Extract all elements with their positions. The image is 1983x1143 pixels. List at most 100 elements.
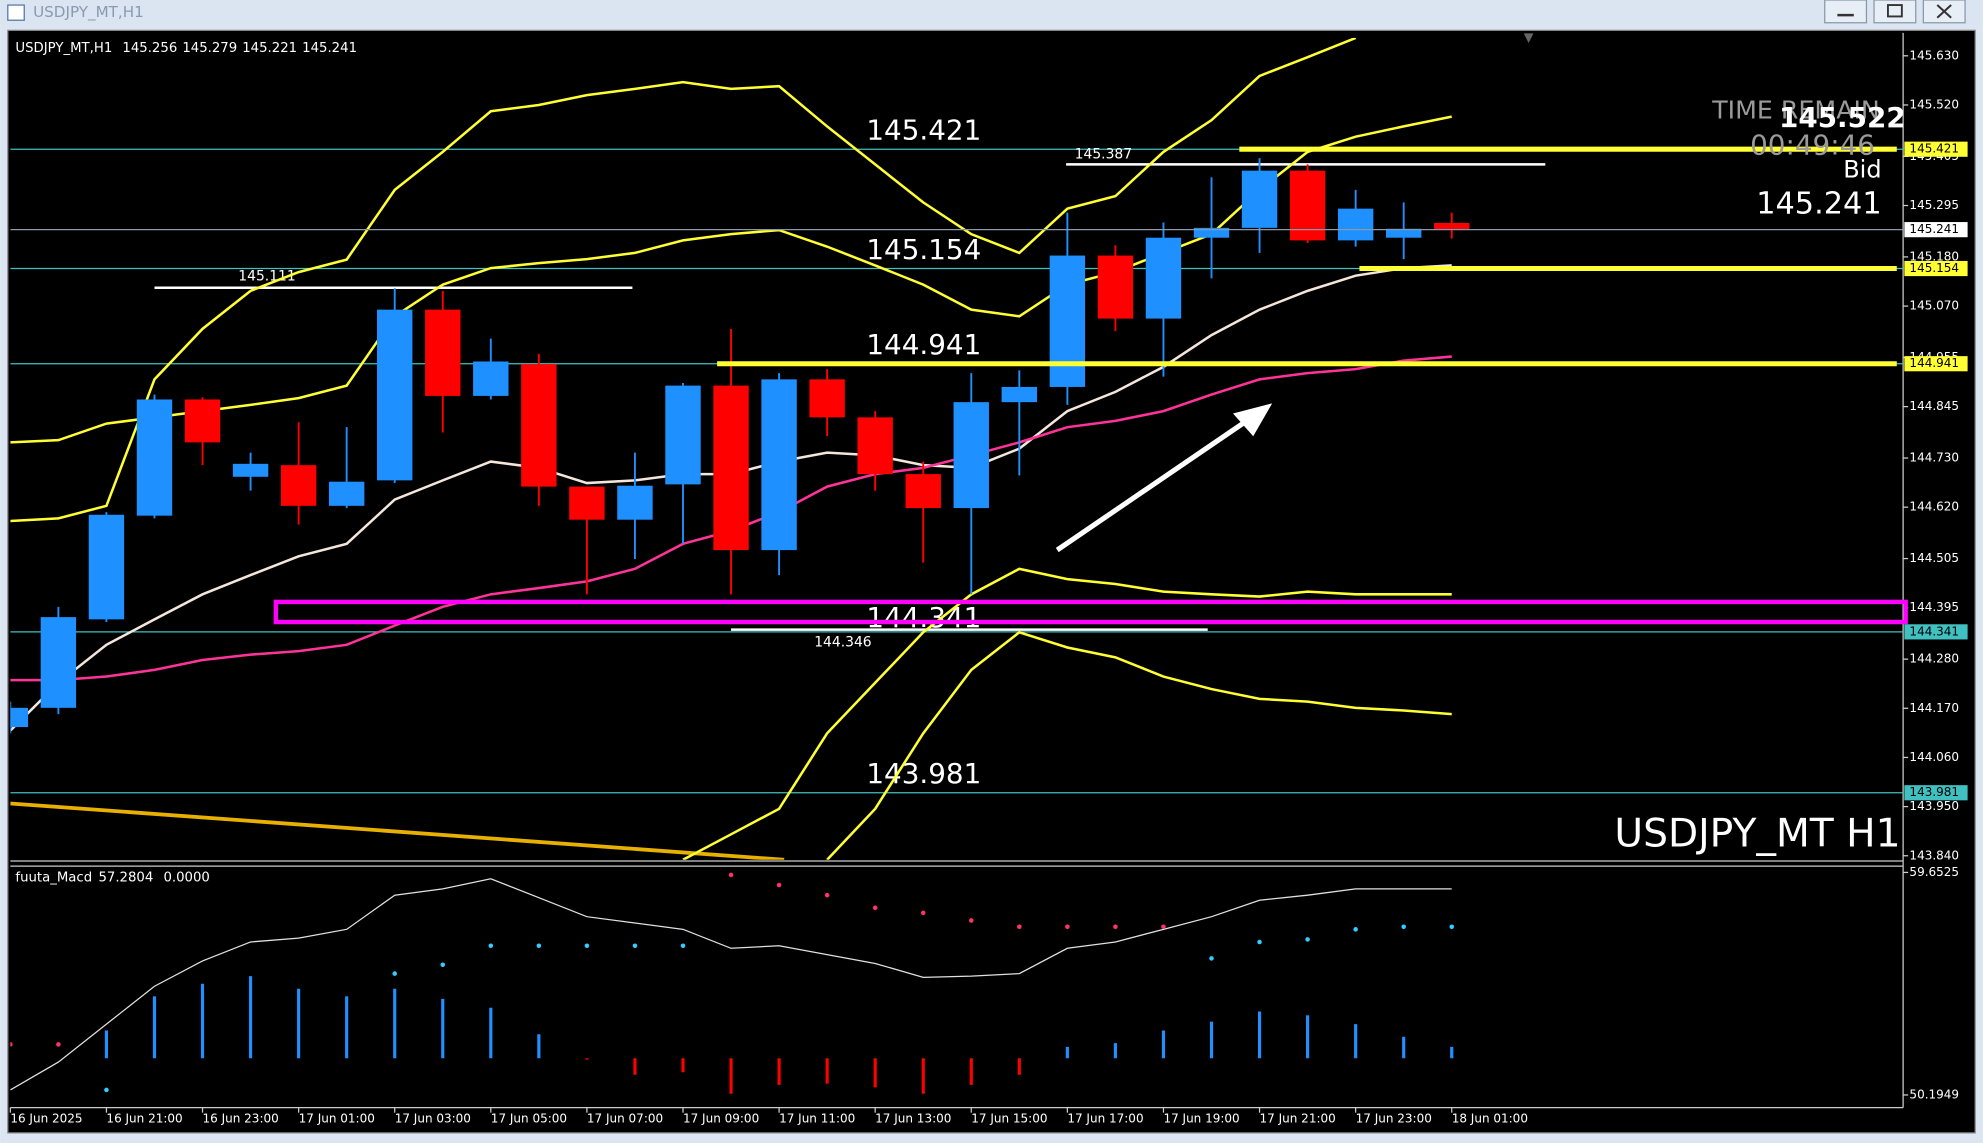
macd-dot bbox=[968, 918, 974, 923]
candle-body bbox=[40, 617, 77, 708]
candle-body bbox=[1145, 237, 1182, 319]
minimize-button[interactable] bbox=[1824, 0, 1868, 24]
candle-body bbox=[521, 364, 557, 487]
macd-dot bbox=[872, 905, 878, 911]
candle-body bbox=[1434, 222, 1470, 230]
window-icon bbox=[7, 4, 25, 21]
x-tick-label: 17 Jun 19:00 bbox=[1163, 1111, 1239, 1125]
candle-body bbox=[617, 485, 653, 520]
candle-body bbox=[905, 474, 941, 509]
x-tick-label: 16 Jun 23:00 bbox=[203, 1111, 279, 1125]
candle-body bbox=[1097, 255, 1134, 319]
time-remain: 00:49:46 bbox=[1750, 129, 1875, 162]
macd-dot bbox=[536, 943, 542, 949]
candle-body bbox=[761, 379, 797, 551]
x-tick-label: 17 Jun 15:00 bbox=[971, 1111, 1047, 1125]
candle-body bbox=[665, 385, 701, 485]
candle-body bbox=[1289, 170, 1326, 241]
macd-dot bbox=[1305, 937, 1310, 942]
macd-dot bbox=[1161, 924, 1166, 930]
price-box bbox=[1904, 356, 1968, 372]
trend-arrow bbox=[1055, 403, 1273, 553]
candle-body bbox=[425, 309, 461, 396]
y-tick-label: 145.630 bbox=[1909, 48, 1959, 62]
macd-dot bbox=[1257, 939, 1262, 945]
y-tick-label: 144.620 bbox=[1909, 500, 1959, 514]
price-box-label: 145.241 bbox=[1909, 222, 1959, 236]
macd-dot bbox=[440, 962, 446, 967]
open-value: 145.256 bbox=[122, 41, 177, 56]
x-tick-label: 17 Jun 05:00 bbox=[491, 1111, 567, 1125]
price-box-label: 143.981 bbox=[1909, 785, 1959, 799]
macd-dot bbox=[632, 943, 638, 949]
y-tick-label: 50.1949 bbox=[1909, 1087, 1959, 1101]
level-label: 145.154 bbox=[866, 233, 981, 266]
y-tick-label: 145.295 bbox=[1909, 198, 1959, 212]
shift-marker: ▼ bbox=[1524, 29, 1534, 44]
macd-dot bbox=[920, 910, 926, 916]
window-buttons bbox=[1824, 0, 1966, 24]
macd-pane bbox=[10, 872, 1455, 1094]
candle-body bbox=[184, 399, 221, 443]
candle-body bbox=[473, 361, 509, 396]
x-tick-label: 17 Jun 13:00 bbox=[875, 1111, 951, 1125]
x-tick-label: 17 Jun 21:00 bbox=[1260, 1111, 1336, 1125]
close-icon bbox=[1936, 4, 1952, 19]
y-tick-label: 59.6525 bbox=[1909, 865, 1959, 879]
overlay: 145.630145.520145.405145.295145.180145.0… bbox=[9, 48, 1968, 1125]
y-tick-label: 144.060 bbox=[1909, 750, 1959, 764]
y-tick-label: 144.170 bbox=[1909, 701, 1959, 715]
candle-body bbox=[713, 385, 749, 551]
x-tick-label: 17 Jun 03:00 bbox=[395, 1111, 471, 1125]
macd-value: 57.2804 bbox=[98, 870, 153, 885]
restore-icon bbox=[1886, 4, 1903, 18]
candle-body bbox=[1337, 208, 1374, 241]
restore-button[interactable] bbox=[1873, 0, 1917, 24]
symbol: USDJPY_MT,H1 bbox=[15, 41, 112, 56]
price-box-label: 145.154 bbox=[1909, 261, 1959, 275]
bid-price: 145.241 bbox=[1756, 186, 1881, 221]
indicator-line bbox=[826, 630, 1452, 860]
candle-body bbox=[377, 309, 413, 481]
marked-label: 145.387 bbox=[1075, 146, 1132, 162]
price-box-label: 144.941 bbox=[1909, 356, 1959, 370]
bid-label: Bid bbox=[1843, 156, 1881, 184]
x-tick-label: 17 Jun 17:00 bbox=[1067, 1111, 1143, 1125]
macd-dot bbox=[10, 1042, 13, 1047]
y-tick-label: 145.180 bbox=[1909, 249, 1959, 263]
macd-dot bbox=[776, 882, 782, 888]
macd-dot bbox=[1017, 924, 1022, 930]
macd-dot bbox=[680, 943, 686, 949]
candle-body bbox=[328, 481, 365, 506]
candle-body bbox=[280, 465, 317, 506]
top-price: 145.522 bbox=[1779, 101, 1906, 134]
x-tick-label: 17 Jun 01:00 bbox=[299, 1111, 375, 1125]
candle-body bbox=[1385, 228, 1422, 238]
arrow-shaft bbox=[1055, 415, 1254, 553]
indicator-line bbox=[10, 878, 1452, 1091]
candle-body bbox=[1001, 386, 1038, 403]
indicator-line bbox=[682, 567, 1452, 860]
macd-dot bbox=[1065, 924, 1070, 930]
arrow-head bbox=[1232, 403, 1273, 437]
macd-value: 0.0000 bbox=[163, 870, 209, 885]
macd-dot bbox=[584, 943, 590, 949]
price-box bbox=[1904, 260, 1968, 277]
candle-body bbox=[88, 514, 125, 620]
macd-dot bbox=[824, 892, 830, 898]
price-box-label: 145.421 bbox=[1909, 142, 1959, 156]
price-box bbox=[1904, 624, 1968, 640]
trend-line bbox=[10, 801, 785, 860]
candle-body bbox=[1241, 170, 1278, 228]
marked-label: 145.111 bbox=[238, 268, 295, 284]
indicator-line bbox=[10, 37, 1357, 523]
macd-dot bbox=[1401, 924, 1406, 930]
y-tick-label: 144.730 bbox=[1909, 451, 1959, 465]
x-tick-label: 18 Jun 01:00 bbox=[1452, 1111, 1528, 1125]
macd-dot bbox=[104, 1087, 109, 1093]
candle-body bbox=[953, 402, 989, 509]
macd-dot bbox=[56, 1042, 61, 1047]
candle-body bbox=[857, 417, 893, 475]
y-tick-label: 143.840 bbox=[1909, 848, 1959, 862]
